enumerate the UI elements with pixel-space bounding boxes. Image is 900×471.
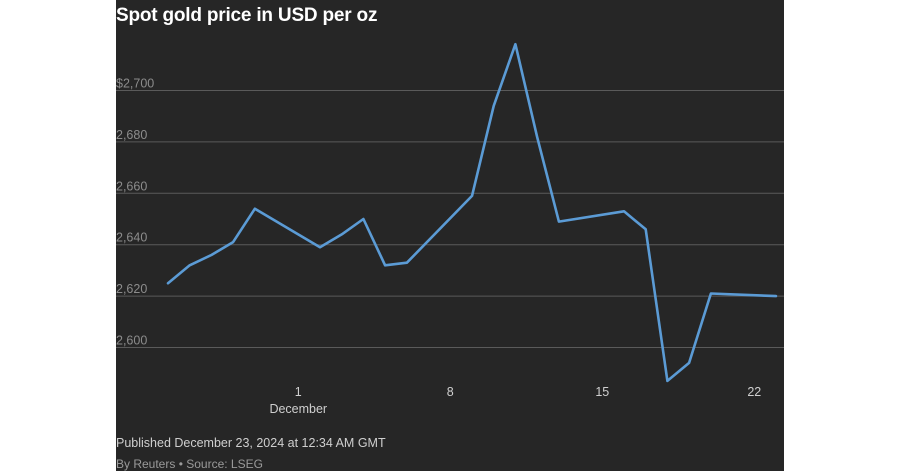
- y-axis-ticks: 2,600 2,620 2,640 2,660 2,680 $2,700: [116, 77, 154, 348]
- x-tick-sublabel: December: [269, 402, 327, 416]
- y-tick-label: 2,680: [116, 128, 147, 142]
- published-timestamp: Published December 23, 2024 at 12:34 AM …: [116, 436, 386, 450]
- x-tick-label: 8: [447, 385, 454, 399]
- chart-panel: [116, 0, 784, 471]
- y-tick-label: $2,700: [116, 77, 154, 91]
- y-tick-label: 2,640: [116, 231, 147, 245]
- chart-title: Spot gold price in USD per oz: [116, 5, 378, 26]
- byline-source: By Reuters • Source: LSEG: [116, 457, 263, 471]
- grid-layer: [116, 90, 784, 348]
- x-tick-label: 22: [747, 385, 761, 399]
- y-tick-label: 2,660: [116, 179, 147, 193]
- series-layer: [166, 42, 778, 383]
- x-tick-label: 1: [295, 385, 302, 399]
- x-axis-ticks: 1 December 8 15 22: [269, 385, 761, 416]
- series-line: [166, 42, 778, 383]
- y-tick-label: 2,620: [116, 282, 147, 296]
- x-tick-label: 15: [595, 385, 609, 399]
- y-tick-label: 2,600: [116, 334, 147, 348]
